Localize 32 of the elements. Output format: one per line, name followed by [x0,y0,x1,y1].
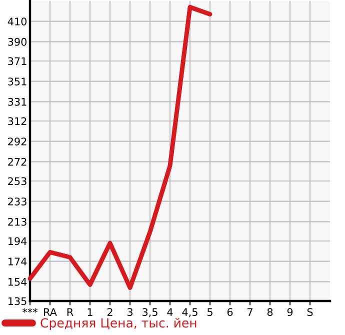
x-tick-label: 5 [207,308,212,316]
y-tick-label: 233 [8,198,26,206]
y-tick-label: 331 [8,98,26,106]
x-tick-label: R [67,308,74,316]
x-tick-label: RA [44,308,57,316]
x-tick-label: 4 [167,308,173,316]
x-tick-label: 4,5 [182,308,198,318]
x-tick-label: 9 [287,308,293,316]
y-tick-label: 154 [8,278,27,286]
x-tick-label: 3 [127,308,132,316]
y-tick-label: 390 [8,38,27,46]
x-tick-label: 6 [227,308,233,316]
x-tick-label: *** [22,308,38,313]
y-tick-label: 312 [8,117,26,126]
x-tick-label: 1 [88,308,92,316]
y-tick-label: 272 [8,158,26,166]
y-tick-label: 253 [8,177,26,186]
x-tick-label: 7 [248,308,252,316]
x-tick-label: 8 [267,308,273,316]
legend-label: Средняя Цена, тыс. йен [40,318,196,330]
y-tick-label: 194 [8,237,27,246]
x-tick-label: 2 [107,308,112,316]
y-tick-label: 135 [8,297,26,306]
y-tick-label: 213 [8,218,26,226]
y-tick-label: 292 [8,138,26,146]
x-tick-label: S [307,308,313,316]
line-series [28,4,212,290]
x-tick-label: 3,5 [142,308,158,318]
y-tick-label: 351 [8,78,26,86]
y-tick-label: 371 [8,57,26,66]
y-tick-label: 410 [8,18,27,26]
y-tick-label: 174 [8,258,27,266]
